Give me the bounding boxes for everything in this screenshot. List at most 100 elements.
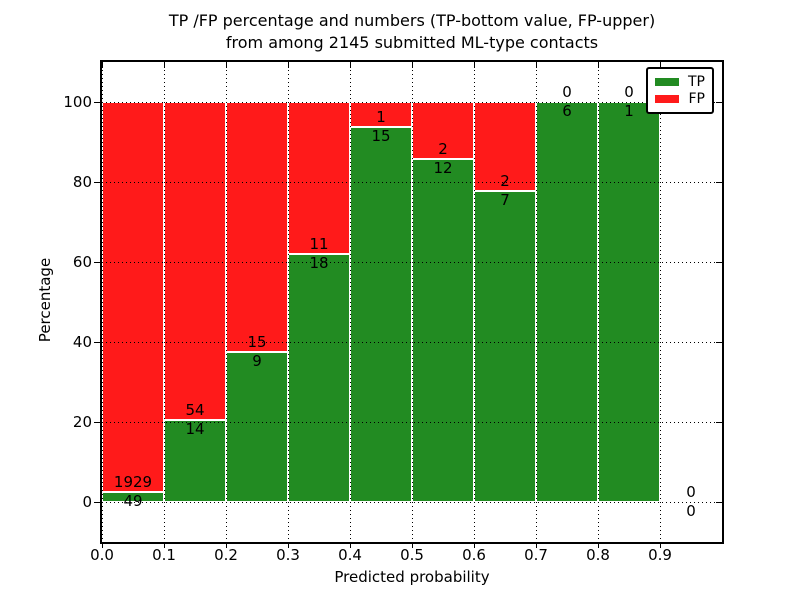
- legend-swatch-fp-icon: [655, 95, 679, 104]
- x-tick-bottom-0.5: [412, 542, 413, 548]
- gridline-x-0.1: [164, 62, 165, 542]
- x-tick-label-0.4: 0.4: [338, 546, 362, 564]
- y-tick-right-100: [716, 102, 722, 103]
- bar-tp-7: [536, 102, 598, 502]
- y-tick-label-20: 20: [72, 413, 92, 431]
- x-tick-top-0.9: [660, 62, 661, 68]
- bar-tp-8: [598, 102, 660, 502]
- bar-fp-5: [412, 102, 474, 160]
- bar-tp-1: [164, 419, 226, 502]
- label-fp-count-2: 15: [247, 333, 267, 351]
- label-tp-count-6: 7: [500, 190, 510, 209]
- x-tick-top-0.0: [102, 62, 103, 68]
- x-tick-label-0.7: 0.7: [524, 546, 548, 564]
- gridline-x-0.5: [412, 62, 413, 542]
- legend: TP FP: [646, 67, 714, 114]
- x-tick-top-0.5: [412, 62, 413, 68]
- y-tick-left-40: [94, 342, 100, 343]
- x-tick-bottom-0.2: [226, 542, 227, 548]
- bar-fp-0: [102, 102, 164, 493]
- y-tick-right-0: [716, 502, 722, 503]
- y-tick-left-80: [94, 182, 100, 183]
- label-fp-count-3: 11: [309, 234, 329, 253]
- legend-item-fp: FP: [655, 92, 705, 106]
- x-tick-top-0.4: [350, 62, 351, 68]
- x-tick-bottom-0.3: [288, 542, 289, 548]
- label-tp-count-8: 1: [624, 102, 634, 120]
- bar-tp-4: [350, 127, 412, 502]
- bar-tp-3: [288, 253, 350, 502]
- label-fp-count-7: 0: [562, 83, 572, 101]
- x-tick-bottom-0.8: [598, 542, 599, 548]
- y-tick-left-0: [94, 502, 100, 503]
- gridline-x-0.7: [536, 62, 537, 542]
- y-tick-right-80: [716, 182, 722, 183]
- x-tick-label-0.3: 0.3: [276, 546, 300, 564]
- x-tick-label-0.6: 0.6: [462, 546, 486, 564]
- gridline-x-0.0: [102, 62, 103, 542]
- bar-tp-6: [474, 190, 536, 502]
- gridline-x-0.9: [660, 62, 661, 542]
- label-tp-count-7: 6: [562, 102, 572, 120]
- label-tp-count-0: 49: [123, 492, 143, 511]
- y-tick-left-60: [94, 262, 100, 263]
- bar-fp-2: [226, 102, 288, 352]
- x-tick-bottom-0.6: [474, 542, 475, 548]
- label-tp-count-1: 14: [185, 419, 205, 438]
- x-tick-top-0.2: [226, 62, 227, 68]
- gridline-x-0.2: [226, 62, 227, 542]
- label-tp-count-3: 18: [309, 253, 329, 272]
- x-tick-label-0.9: 0.9: [648, 546, 672, 564]
- bar-tp-5: [412, 159, 474, 502]
- gridline-x-0.3: [288, 62, 289, 542]
- y-tick-left-20: [94, 422, 100, 423]
- legend-swatch-tp-icon: [655, 77, 679, 86]
- x-tick-bottom-0.9: [660, 542, 661, 548]
- legend-label-fp: FP: [688, 91, 706, 108]
- y-tick-label-100: 100: [63, 93, 92, 111]
- legend-item-tp: TP: [655, 75, 705, 89]
- label-tp-count-5: 12: [433, 159, 453, 178]
- bar-fp-3: [288, 102, 350, 254]
- chart-title-line2: from among 2145 submitted ML-type contac…: [225, 33, 599, 52]
- plot-area: 1929 49 54 14 15 9 11 18 1 15 2 12 2 7 0 6 0 1 0 0: [94, 60, 724, 548]
- x-tick-bottom-0.4: [350, 542, 351, 548]
- label-fp-count-6: 2: [500, 171, 510, 190]
- y-tick-right-20: [716, 422, 722, 423]
- label-tp-count-9: 0: [686, 502, 696, 520]
- gridline-x-0.8: [598, 62, 599, 542]
- label-fp-count-0: 1929: [113, 473, 153, 492]
- y-tick-right-40: [716, 342, 722, 343]
- y-tick-label-80: 80: [72, 173, 92, 191]
- y-tick-label-60: 60: [72, 253, 92, 271]
- gridline-x-0.6: [474, 62, 475, 542]
- x-tick-top-0.7: [536, 62, 537, 68]
- label-tp-count-2: 9: [252, 352, 262, 370]
- legend-label-tp: TP: [688, 73, 705, 90]
- x-tick-label-0.0: 0.0: [90, 546, 114, 564]
- x-tick-bottom-0.0: [102, 542, 103, 548]
- x-tick-top-0.8: [598, 62, 599, 68]
- y-tick-left-100: [94, 102, 100, 103]
- x-tick-label-0.8: 0.8: [586, 546, 610, 564]
- x-tick-label-0.5: 0.5: [400, 546, 424, 564]
- label-fp-count-4: 1: [376, 108, 386, 126]
- x-tick-bottom-0.7: [536, 542, 537, 548]
- x-tick-top-0.1: [164, 62, 165, 68]
- bar-tp-2: [226, 352, 288, 502]
- x-tick-label-0.2: 0.2: [214, 546, 238, 564]
- x-tick-label-0.1: 0.1: [152, 546, 176, 564]
- y-tick-right-60: [716, 262, 722, 263]
- label-fp-count-1: 54: [185, 400, 205, 419]
- x-tick-bottom-0.1: [164, 542, 165, 548]
- x-tick-top-0.6: [474, 62, 475, 68]
- label-fp-count-8: 0: [624, 83, 634, 101]
- chart-title-line1: TP /FP percentage and numbers (TP-bottom…: [168, 11, 656, 30]
- y-tick-label-40: 40: [72, 333, 92, 351]
- label-fp-count-5: 2: [438, 140, 448, 159]
- bar-fp-4: [350, 102, 412, 127]
- x-axis-title: Predicted probability: [334, 568, 490, 586]
- y-tick-label-0: 0: [82, 493, 92, 511]
- label-fp-count-9: 0: [686, 483, 696, 501]
